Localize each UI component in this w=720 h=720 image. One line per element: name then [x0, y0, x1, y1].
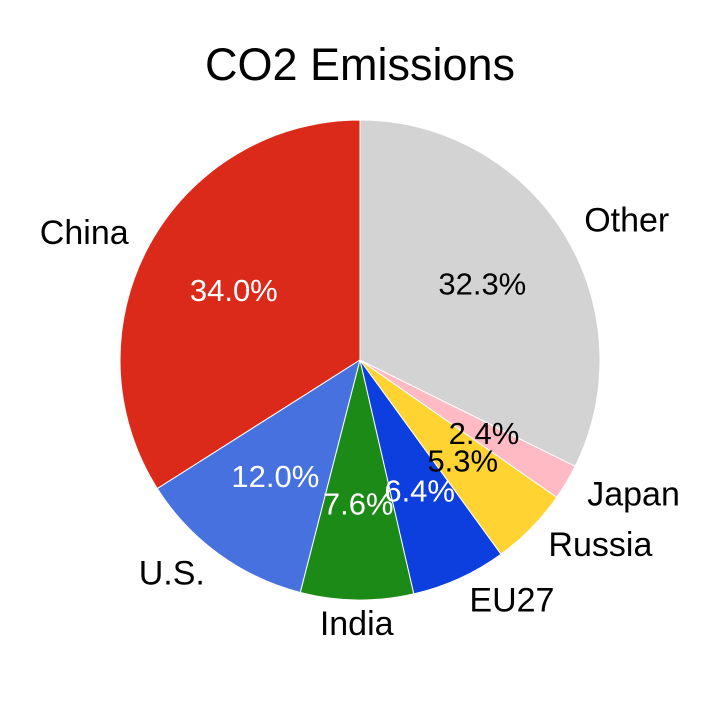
pie-slices [119, 119, 601, 601]
pie-slice-u-s [156, 358, 361, 594]
slice-label-china: China [40, 214, 129, 252]
slice-label-india: India [320, 605, 394, 643]
slice-percent-other: 32.3% [438, 266, 526, 301]
slice-percent-russia: 5.3% [427, 443, 498, 478]
slice-label-japan: Japan [587, 475, 680, 513]
slice-percent-china: 34.0% [190, 273, 278, 308]
chart-title: CO2 Emissions [205, 39, 515, 90]
slice-percent-japan: 2.4% [449, 416, 520, 451]
slice-label-russia: Russia [548, 526, 652, 564]
slice-label-other: Other [584, 202, 669, 240]
pie-percent-labels: 34.0% 12.0%7.6%6.4%5.3%2.4% 32.3% [190, 266, 526, 521]
slice-label-u-s: U.S. [139, 555, 205, 593]
pie-category-labels: China U.S. India EU27 Russia Japan Other [40, 202, 680, 643]
pie-slice-other [359, 119, 601, 467]
slice-percent-u-s: 12.0% [231, 459, 319, 494]
pie-slice-india [299, 359, 415, 601]
slice-percent-india: 7.6% [323, 486, 394, 521]
slice-percent-eu27: 6.4% [384, 474, 455, 509]
slice-label-eu27: EU27 [469, 581, 554, 619]
pie-slice-china [119, 119, 361, 490]
